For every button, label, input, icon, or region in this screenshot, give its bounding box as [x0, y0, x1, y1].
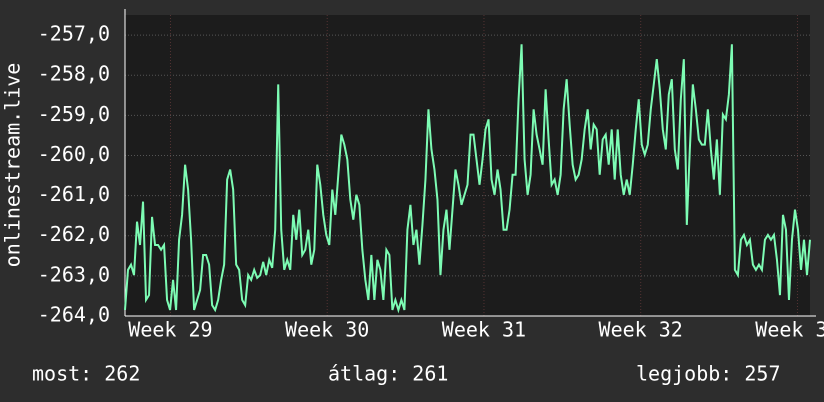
y-tick-label: -263,0 [38, 262, 110, 286]
y-tick-label: -259,0 [38, 102, 110, 126]
x-tick-label: Week 29 [128, 318, 212, 342]
x-tick-label: Week 31 [442, 318, 526, 342]
footer-average: átlag: 261 [328, 362, 448, 386]
y-tick-label: -262,0 [38, 222, 110, 246]
y-tick-label: -261,0 [38, 182, 110, 206]
y-tick-label: -260,0 [38, 142, 110, 166]
y-axis-label: onlinestream.live [1, 63, 25, 268]
plot-area [125, 15, 810, 316]
y-tick-label: -258,0 [38, 62, 110, 86]
footer-current: most: 262 [32, 362, 140, 386]
footer-best: legjobb: 257 [636, 362, 781, 386]
y-tick-label: -264,0 [38, 303, 110, 327]
x-tick-label: Week 33 [755, 318, 824, 342]
x-tick-label: Week 32 [599, 318, 683, 342]
y-tick-label: -257,0 [38, 22, 110, 46]
x-tick-label: Week 30 [285, 318, 369, 342]
data-line [124, 44, 811, 314]
